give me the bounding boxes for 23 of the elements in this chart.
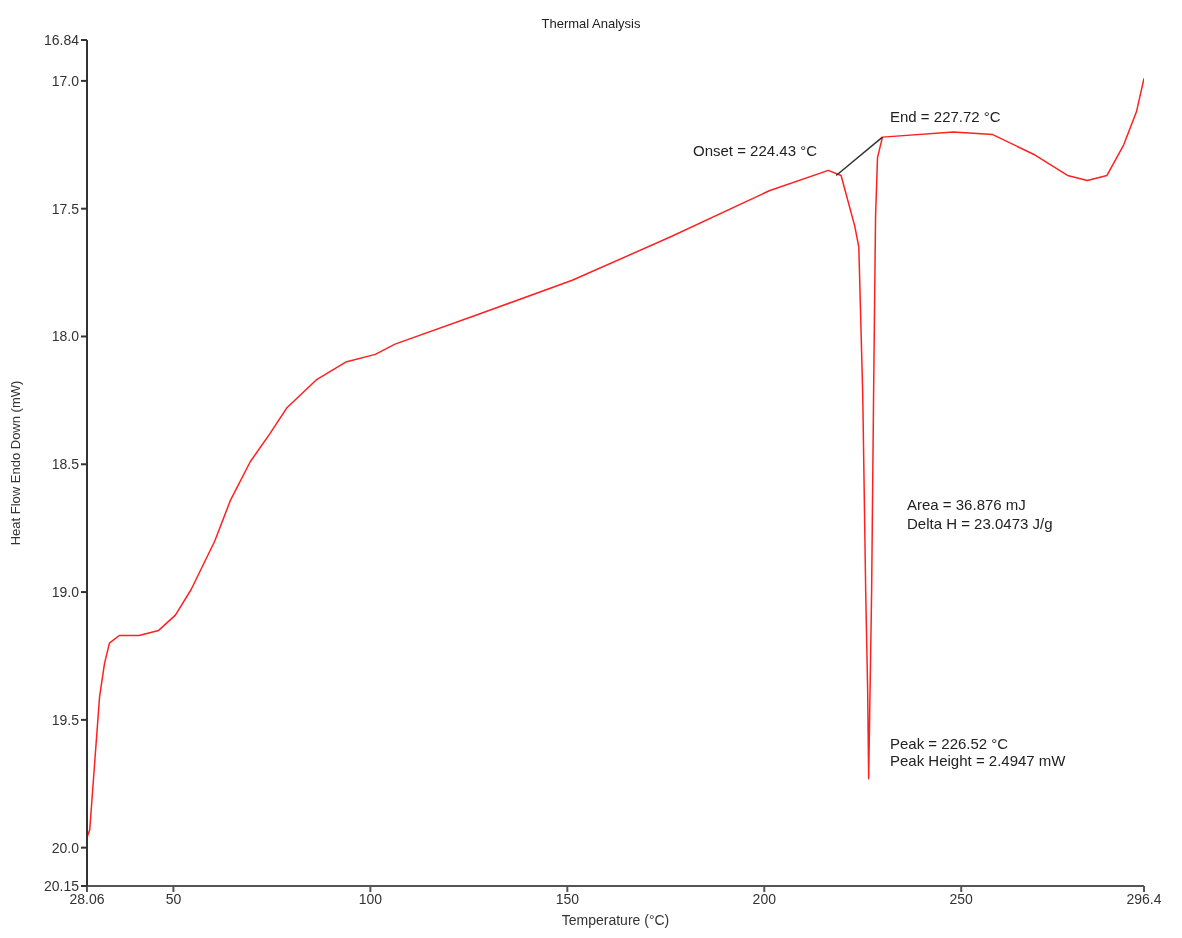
x-tick-label: 50 — [165, 890, 182, 907]
x-tick-label: 150 — [555, 890, 580, 907]
y-tick-label: 18.5 — [51, 456, 80, 473]
annotation: Peak = 226.52 °C — [890, 735, 1009, 752]
annotation: Peak Height = 2.4947 mW — [890, 752, 1066, 769]
x-tick-label: 200 — [752, 890, 777, 907]
y-tick-label: 18.0 — [51, 328, 80, 345]
y-tick-label: 17.0 — [51, 72, 80, 89]
chart-title: Thermal Analysis — [540, 16, 642, 31]
y-tick-label: 20.0 — [51, 839, 80, 856]
annotation: End = 227.72 °C — [890, 108, 1001, 125]
x-tick-label: 100 — [358, 890, 383, 907]
y-tick-label: 17.5 — [51, 200, 80, 217]
y-tick-label: 19.0 — [51, 584, 80, 601]
annotation: Delta H = 23.0473 J/g — [907, 515, 1053, 532]
annotation: Area = 36.876 mJ — [907, 496, 1026, 513]
y-axis-title: Heat Flow Endo Down (mW) — [7, 380, 23, 546]
y-tick-label: 19.5 — [51, 711, 80, 728]
y-tick-label: 16.84 — [43, 31, 80, 48]
annotation: Onset = 224.43 °C — [693, 142, 817, 159]
x-axis-title: Temperature (°C) — [560, 912, 671, 928]
x-tick-label: 250 — [949, 890, 974, 907]
x-tick-label: 296.4 — [1126, 890, 1162, 907]
